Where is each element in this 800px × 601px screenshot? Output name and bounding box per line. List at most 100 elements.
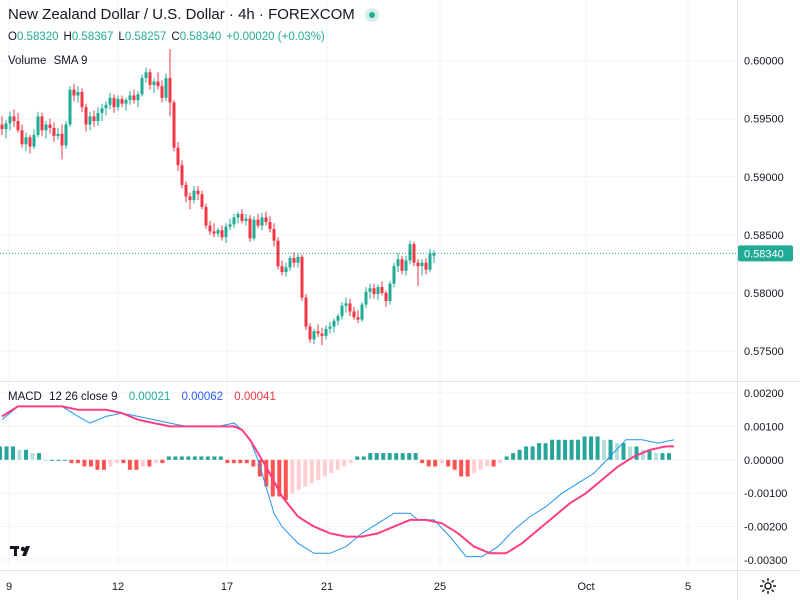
macd-indicator-name: MACD bbox=[8, 391, 42, 403]
candle-up bbox=[32, 134, 36, 147]
macd-histogram-bar bbox=[602, 439, 607, 460]
market-status-icon[interactable] bbox=[364, 7, 379, 22]
macd-histogram-bar bbox=[654, 453, 659, 460]
macd-histogram-bar bbox=[459, 459, 464, 477]
candle-up bbox=[140, 78, 144, 95]
candle-down bbox=[184, 184, 188, 197]
candle-down bbox=[304, 297, 308, 327]
candle-down bbox=[220, 230, 224, 238]
last-price-label-bg bbox=[738, 245, 793, 262]
macd-histogram-bar bbox=[160, 459, 165, 464]
macd-indicator-params: 12 26 close 9 bbox=[49, 391, 118, 403]
macd-histogram-bar bbox=[504, 456, 509, 460]
candle-up bbox=[364, 291, 368, 305]
candle-up bbox=[108, 97, 112, 105]
macd-histogram-bar bbox=[95, 459, 100, 470]
macd-histogram-bar bbox=[251, 459, 256, 467]
candle-up bbox=[96, 112, 100, 122]
macd-histogram-bar bbox=[114, 459, 119, 464]
macd-axis-tick-label: -0.00100 bbox=[744, 488, 787, 500]
macd-histogram-bar bbox=[348, 459, 353, 464]
macd-histogram-bar bbox=[465, 459, 470, 477]
macd-histogram-bar bbox=[452, 459, 457, 470]
price-axis-tick-label: 0.58000 bbox=[744, 288, 784, 300]
candle-down bbox=[180, 165, 184, 185]
symbol-title[interactable]: New Zealand Dollar / U.S. Dollar · 4h · … bbox=[8, 6, 355, 23]
candle-up bbox=[64, 124, 68, 146]
macd-histogram-bar bbox=[595, 436, 600, 460]
candle-up bbox=[396, 259, 400, 267]
macd-histogram-bar bbox=[309, 459, 314, 484]
candle-up bbox=[428, 253, 432, 270]
macd-histogram-bar bbox=[667, 453, 671, 460]
macd-histogram-bar bbox=[0, 446, 2, 460]
macd-line-value: 0.00062 bbox=[181, 391, 224, 403]
macd-histogram-bar bbox=[491, 459, 496, 467]
candle-up bbox=[392, 266, 396, 284]
candle-down bbox=[196, 190, 200, 195]
macd-histogram-bar bbox=[212, 456, 217, 460]
candle-down bbox=[200, 194, 204, 207]
candle-up bbox=[136, 94, 140, 101]
candle-down bbox=[84, 107, 88, 125]
macd-histogram-bar bbox=[628, 446, 633, 460]
candle-down bbox=[256, 219, 260, 226]
candle-down bbox=[316, 331, 320, 334]
macd-axis-tick-label: -0.00300 bbox=[744, 555, 787, 567]
candle-down bbox=[0, 124, 4, 130]
macd-axis-tick-label: 0.00100 bbox=[744, 421, 784, 433]
macd-histogram-bar bbox=[179, 456, 184, 460]
macd-histogram-bar bbox=[368, 453, 373, 460]
last-price-label: 0.58340 bbox=[744, 248, 784, 260]
macd-histogram-bar bbox=[69, 459, 74, 464]
candle-up bbox=[260, 217, 264, 226]
macd-histogram-bar bbox=[426, 459, 431, 467]
macd-indicator-legend[interactable]: MACD 12 26 close 9 0.00021 0.00062 0.000… bbox=[8, 391, 276, 403]
macd-histogram-bar bbox=[621, 443, 626, 460]
macd-histogram-bar bbox=[394, 453, 399, 460]
macd-histogram-bar bbox=[530, 446, 535, 460]
time-axis-tick-label: 9 bbox=[6, 581, 12, 593]
candle-down bbox=[416, 262, 420, 267]
macd-histogram-bar bbox=[608, 439, 613, 460]
candle-up bbox=[116, 98, 120, 108]
candle-up bbox=[228, 224, 232, 227]
candle-up bbox=[388, 283, 392, 302]
candle-down bbox=[264, 217, 268, 223]
candle-down bbox=[12, 116, 16, 122]
time-axis-tick-label: 12 bbox=[112, 581, 124, 593]
candle-down bbox=[80, 92, 84, 108]
macd-histogram-bar bbox=[290, 459, 295, 494]
macd-histogram-bar bbox=[335, 459, 340, 470]
candle-down bbox=[156, 81, 160, 87]
candle-down bbox=[384, 292, 388, 302]
macd-histogram-bar bbox=[56, 459, 61, 461]
macd-histogram-bar bbox=[472, 459, 477, 474]
macd-histogram-bar bbox=[322, 459, 327, 477]
candle-up bbox=[104, 104, 108, 109]
macd-histogram-bar bbox=[316, 459, 321, 480]
macd-histogram-bar bbox=[303, 459, 308, 487]
candle-up bbox=[284, 267, 288, 272]
time-axis-tick-label: 21 bbox=[321, 581, 333, 593]
symbol-header[interactable]: New Zealand Dollar / U.S. Dollar · 4h · … bbox=[8, 6, 379, 23]
macd-histogram-bar bbox=[413, 453, 418, 460]
gear-icon[interactable] bbox=[758, 576, 778, 596]
candle-up bbox=[100, 108, 104, 113]
candle-down bbox=[160, 86, 164, 98]
candle-down bbox=[292, 258, 296, 263]
candle-up bbox=[232, 217, 236, 225]
candle-up bbox=[224, 226, 228, 238]
macd-axis-tick-label: -0.00200 bbox=[744, 522, 787, 534]
volume-indicator-legend[interactable]: Volume SMA 9 bbox=[8, 55, 87, 67]
macd-histogram-bar bbox=[30, 453, 35, 460]
candle-down bbox=[176, 147, 180, 166]
candle-up bbox=[36, 116, 40, 135]
macd-histogram-bar bbox=[582, 436, 587, 460]
candle-up bbox=[344, 303, 348, 306]
tradingview-logo-icon[interactable] bbox=[8, 540, 38, 562]
macd-histogram-bar bbox=[407, 453, 412, 460]
macd-histogram-bar bbox=[478, 459, 483, 470]
